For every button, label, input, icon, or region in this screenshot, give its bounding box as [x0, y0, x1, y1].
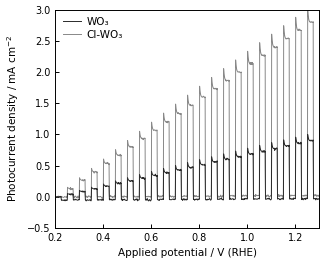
Cl-WO₃	[190, 104, 194, 107]
WO₃	[79, 190, 83, 193]
WO₃	[53, 198, 57, 201]
Line: WO₃: WO₃	[55, 134, 319, 201]
Cl-WO₃	[90, 169, 94, 172]
Cl-WO₃	[318, 195, 321, 199]
WO₃	[190, 166, 194, 169]
Cl-WO₃	[306, 7, 310, 11]
WO₃	[134, 198, 137, 201]
WO₃	[126, 177, 130, 180]
Cl-WO₃	[126, 142, 130, 145]
Line: Cl-WO₃: Cl-WO₃	[55, 9, 319, 198]
Cl-WO₃	[284, 37, 288, 40]
WO₃	[149, 199, 152, 202]
Cl-WO₃	[134, 195, 138, 199]
Y-axis label: Photocurrent density / mA cm$^{-2}$: Photocurrent density / mA cm$^{-2}$	[6, 35, 21, 202]
WO₃	[318, 198, 321, 201]
X-axis label: Applied potential / V (RHE): Applied potential / V (RHE)	[118, 248, 257, 258]
WO₃	[306, 133, 310, 136]
Cl-WO₃	[53, 195, 57, 199]
Cl-WO₃	[77, 197, 81, 200]
Legend: WO₃, Cl-WO₃: WO₃, Cl-WO₃	[60, 15, 125, 42]
WO₃	[284, 144, 288, 148]
WO₃	[90, 187, 94, 190]
Cl-WO₃	[79, 178, 83, 181]
